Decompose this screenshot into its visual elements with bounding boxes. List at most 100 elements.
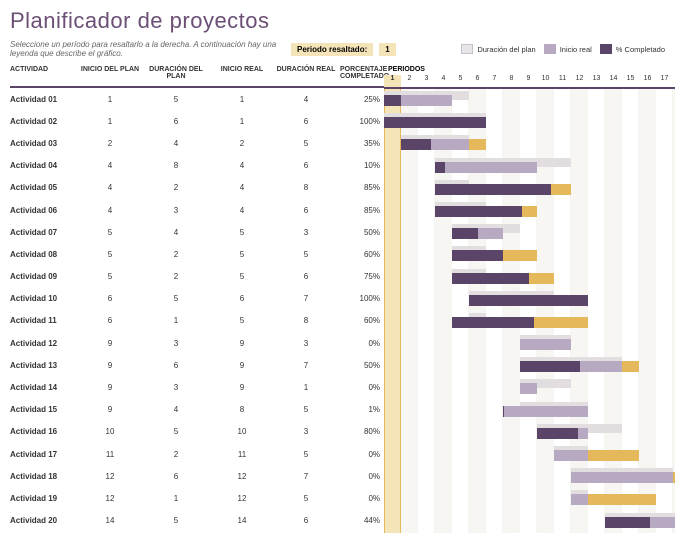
grid-cell [435,511,452,533]
grid-cell [520,111,537,133]
gantt-row [384,222,675,244]
table-row: Actividad 08525560% [10,243,384,265]
grid-cell [622,111,639,133]
grid-cell [384,511,401,533]
bar-complete [435,206,522,217]
grid-cell [418,422,435,444]
col-plan-start: INICIO DEL PLAN [80,66,140,80]
bar-complete [384,95,401,106]
grid-cell [401,244,418,266]
grid-cell [656,156,673,178]
grid-cell [384,267,401,289]
grid-cell [554,466,571,488]
bar-actual [503,406,588,417]
cell-pct: 85% [340,183,384,192]
period-number: 5 [452,75,469,87]
table-row: Actividad 1594851% [10,399,384,421]
bar-complete [452,250,503,261]
table-row: Actividad 11615860% [10,310,384,332]
grid-cell [588,377,605,399]
table-row: Actividad 07545350% [10,221,384,243]
grid-cell [605,333,622,355]
grid-cell [401,200,418,222]
grid-cell [435,311,452,333]
cell-plan-start: 9 [80,383,140,392]
cell-real-start: 9 [212,361,272,370]
grid-cell [605,244,622,266]
grid-cell [571,133,588,155]
grid-cell [384,289,401,311]
bar-complete [452,228,478,239]
grid-cell [537,511,554,533]
cell-real-dur: 8 [272,316,340,325]
grid-cell [537,89,554,111]
grid-cell [605,111,622,133]
cell-real-start: 6 [212,294,272,303]
cell-plan-start: 5 [80,272,140,281]
grid-cell [554,111,571,133]
grid-cell [588,133,605,155]
legend-item-actual: Inicio real [544,44,592,54]
grid-cell [469,333,486,355]
cell-real-start: 9 [212,383,272,392]
cell-plan-dur: 5 [140,516,212,525]
grid-cell [605,289,622,311]
page-title: Planificador de proyectos [10,8,665,34]
grid-cell [537,111,554,133]
cell-plan-start: 4 [80,183,140,192]
grid-cell [452,466,469,488]
cell-plan-start: 9 [80,405,140,414]
cell-plan-start: 10 [80,427,140,436]
highlight-value[interactable]: 1 [379,43,395,56]
gantt-row [384,267,675,289]
col-plan-dur: DURACIÓN DEL PLAN [140,66,212,80]
data-rows: Actividad 01151425%Actividad 021616100%A… [10,88,384,532]
grid-cell [554,222,571,244]
cell-real-dur: 5 [272,139,340,148]
grid-cell [435,355,452,377]
cell-real-dur: 1 [272,383,340,392]
grid-cell [588,400,605,422]
cell-pct: 75% [340,272,384,281]
grid-cell [486,133,503,155]
grid-cell [554,244,571,266]
grid-cell [622,400,639,422]
cell-pct: 100% [340,117,384,126]
col-real-dur: DURACIÓN REAL [272,66,340,80]
grid-cell [656,89,673,111]
period-number: 13 [588,75,605,87]
grid-cell [418,156,435,178]
col-real-start: INICIO REAL [212,66,272,80]
cell-real-dur: 5 [272,450,340,459]
grid-cell [503,377,520,399]
grid-cell [622,289,639,311]
cell-plan-dur: 3 [140,206,212,215]
table-row: Actividad 171121150% [10,443,384,465]
bar-actual-overrun [469,139,486,150]
grid-cell [520,222,537,244]
grid-cell [418,400,435,422]
grid-cell [418,466,435,488]
table-row: Actividad 09525675% [10,266,384,288]
gantt-chart: PERIODOS 123456789101112131415161718 [384,66,675,533]
cell-plan-start: 9 [80,361,140,370]
grid-cell [401,511,418,533]
table-row: Actividad 05424885% [10,177,384,199]
gantt-row [384,333,675,355]
grid-cell [639,244,656,266]
cell-plan-dur: 6 [140,361,212,370]
grid-cell [639,377,656,399]
cell-real-dur: 6 [272,516,340,525]
bar-actual [571,472,675,483]
grid-cell [605,178,622,200]
grid-cell [435,244,452,266]
cell-plan-dur: 6 [140,472,212,481]
grid-cell [639,111,656,133]
grid-cell [588,267,605,289]
table-row: Actividad 021616100% [10,110,384,132]
bar-complete [384,117,486,128]
grid-cell [418,444,435,466]
grid-cell [520,89,537,111]
cell-real-dur: 3 [272,228,340,237]
grid-cell [469,466,486,488]
